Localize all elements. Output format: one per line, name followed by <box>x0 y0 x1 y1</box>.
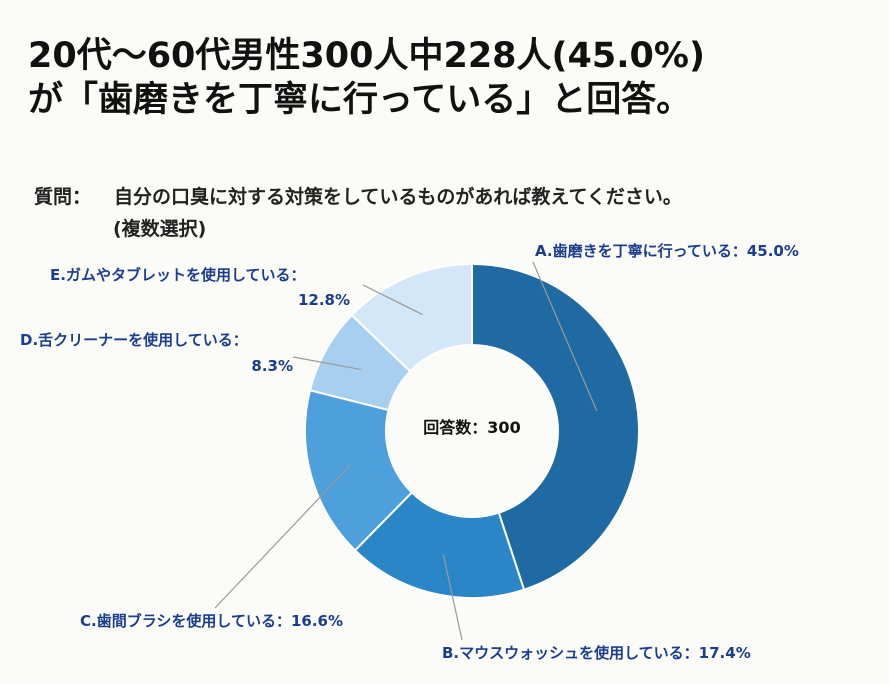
headline-line-2: が「歯磨きを丁寧に行っている」と回答。 <box>28 80 692 120</box>
leader-line-c <box>214 464 351 609</box>
slice-c <box>304 389 414 552</box>
leader-line-a <box>532 261 598 412</box>
question-text: 自分の口臭に対する対策をしているものがあれば教えてください。 <box>114 186 682 208</box>
slice-e <box>350 262 473 373</box>
headline: 20代〜60代男性300人中228人(45.0%) が「歯磨きを丁寧に行っている… <box>28 34 878 122</box>
slice-label-e-value: 12.8% <box>298 291 350 309</box>
donut-slices <box>304 262 640 599</box>
leader-line-d <box>292 356 362 371</box>
center-label: 回答数：300 <box>423 418 520 437</box>
slice-label-d-value: 8.3% <box>251 357 293 375</box>
slice-label-d-name: D.舌クリーナーを使用している： <box>20 331 248 349</box>
slice-label-e-name: E.ガムやタブレットを使用している： <box>50 266 306 284</box>
leader-lines <box>214 261 598 641</box>
question-note: (複数選択) <box>113 218 207 240</box>
slice-label-b: B.マウスウォッシュを使用している：17.4% <box>442 644 751 662</box>
headline-line-1: 20代〜60代男性300人中228人(45.0%) <box>28 36 705 76</box>
leader-line-e <box>362 284 423 316</box>
question-label: 質問： <box>34 186 92 208</box>
slice-label-a: A.歯磨きを丁寧に行っている：45.0% <box>535 242 799 260</box>
slice-label-c: C.歯間ブラシを使用している：16.6% <box>80 612 343 630</box>
leader-line-b <box>442 554 463 641</box>
question: 質問： 自分の口臭に対する対策をしているものがあれば教えてください。 <box>34 182 682 209</box>
slice-a <box>471 262 640 591</box>
